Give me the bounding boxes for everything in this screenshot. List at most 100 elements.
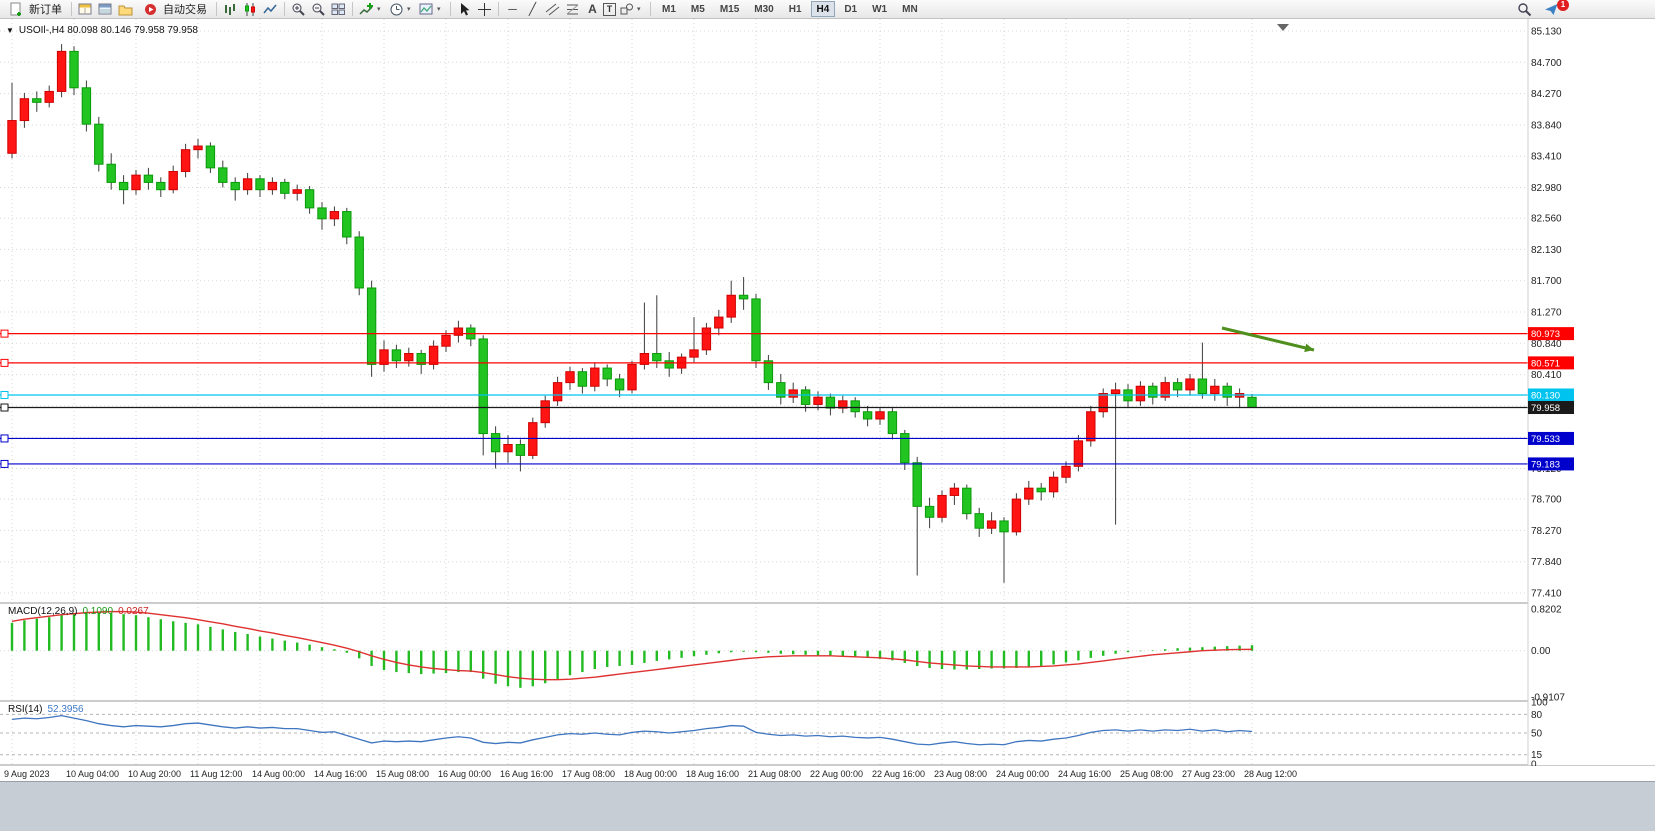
svg-text:100: 100 — [1531, 698, 1548, 709]
tile-windows-icon[interactable] — [329, 1, 348, 18]
toolbar-separator — [650, 2, 651, 16]
toolbar-separator — [498, 2, 499, 16]
timeframes-clock-icon[interactable] — [387, 1, 406, 18]
svg-text:82.130: 82.130 — [1531, 245, 1562, 256]
autotrade-icon — [141, 1, 160, 18]
svg-text:84.700: 84.700 — [1531, 58, 1562, 69]
svg-text:9 Aug 2023: 9 Aug 2023 — [4, 769, 50, 779]
macd-indicator-label: MACD(12,26,9) 0.1090 0.0267 — [8, 606, 149, 617]
svg-text:79.533: 79.533 — [1531, 434, 1560, 445]
indicators-dropdown-caret-icon[interactable]: ▾ — [377, 6, 381, 13]
search-icon[interactable] — [1515, 1, 1534, 18]
community-send-icon[interactable] — [1542, 1, 1561, 18]
cursor-icon[interactable] — [455, 1, 474, 18]
templates-dropdown-caret-icon[interactable]: ▾ — [437, 6, 441, 13]
autotrade-button[interactable]: 自动交易 — [136, 1, 212, 18]
rsi-pane — [11, 714, 1253, 746]
timeframes-dropdown-caret-icon[interactable]: ▾ — [407, 6, 411, 13]
timeframe-mn-button[interactable]: MN — [896, 1, 924, 17]
pane-separators[interactable] — [0, 602, 1655, 766]
arrow-object[interactable] — [1221, 326, 1315, 353]
svg-text:-0.9107: -0.9107 — [1531, 692, 1565, 703]
timeframe-h1-button[interactable]: H1 — [783, 1, 808, 17]
price-lines-layer[interactable] — [0, 329, 1528, 468]
timeframe-h4-button[interactable]: H4 — [810, 1, 836, 17]
svg-text:80.130: 80.130 — [1531, 390, 1560, 401]
symbol-ohlc-text: USOIl-,H4 80.098 80.146 79.958 79.958 — [18, 25, 198, 36]
svg-text:78.700: 78.700 — [1531, 495, 1562, 506]
timeframe-m15-button[interactable]: M15 — [714, 1, 745, 17]
svg-text:11 Aug 12:00: 11 Aug 12:00 — [190, 769, 242, 779]
svg-text:16 Aug 16:00: 16 Aug 16:00 — [500, 769, 553, 779]
new-order-button[interactable]: 新订单 — [2, 1, 67, 18]
svg-text:21 Aug 08:00: 21 Aug 08:00 — [748, 769, 801, 779]
svg-text:85.130: 85.130 — [1531, 27, 1562, 38]
svg-text:78.270: 78.270 — [1531, 526, 1562, 537]
svg-text:82.560: 82.560 — [1531, 214, 1562, 225]
svg-text:25 Aug 08:00: 25 Aug 08:00 — [1120, 769, 1173, 779]
svg-text:0: 0 — [1531, 760, 1537, 771]
svg-text:50: 50 — [1531, 729, 1543, 740]
fibonacci-tool-icon[interactable] — [563, 1, 582, 18]
arrows-tool-icon[interactable] — [617, 1, 636, 18]
rsi-name: RSI(14) — [8, 704, 43, 715]
equidistant-channel-icon[interactable] — [543, 1, 562, 18]
svg-text:80.840: 80.840 — [1531, 339, 1562, 350]
candles-layer — [7, 44, 1257, 583]
data-window-icon[interactable] — [96, 1, 115, 18]
svg-text:0.8202: 0.8202 — [1531, 605, 1562, 616]
chart-window: 85.130 84.700 84.270 83.840 83.410 82.980 82.5… — [0, 19, 1655, 781]
notification-badge[interactable]: 1 — [1557, 0, 1569, 11]
status-area — [0, 781, 1655, 831]
svg-text:10 Aug 20:00: 10 Aug 20:00 — [128, 769, 181, 779]
symbol-info-line: ▼ USOIl-,H4 80.098 80.146 79.958 79.958 — [6, 25, 198, 36]
text-label-tool-icon[interactable]: T — [603, 2, 616, 16]
timeframe-m5-button[interactable]: M5 — [685, 1, 711, 17]
svg-text:82.980: 82.980 — [1531, 183, 1562, 194]
arrows-dropdown-caret-icon[interactable]: ▾ — [637, 6, 641, 13]
svg-text:80.571: 80.571 — [1531, 358, 1560, 369]
svg-text:14 Aug 16:00: 14 Aug 16:00 — [314, 769, 367, 779]
new-order-icon — [7, 1, 26, 18]
macd-signal-value: 0.0267 — [118, 606, 149, 617]
toolbar-right-group: 1 — [1515, 0, 1569, 18]
timeframe-w1-button[interactable]: W1 — [866, 1, 893, 17]
chart-shift-marker[interactable] — [1277, 24, 1289, 31]
toolbar: 新订单 自动交易 ▾ ▾ ▾ ─ ╱ A T ▾ M1 M5 M15 M30 H… — [0, 0, 1655, 19]
svg-text:80.410: 80.410 — [1531, 370, 1562, 381]
trendline-tool-icon[interactable]: ╱ — [528, 2, 537, 16]
navigator-icon[interactable] — [116, 1, 135, 18]
svg-text:24 Aug 16:00: 24 Aug 16:00 — [1058, 769, 1111, 779]
svg-text:24 Aug 00:00: 24 Aug 00:00 — [996, 769, 1049, 779]
svg-text:77.840: 77.840 — [1531, 557, 1562, 568]
svg-text:83.410: 83.410 — [1531, 152, 1562, 163]
svg-text:79.183: 79.183 — [1531, 459, 1560, 470]
svg-text:10 Aug 04:00: 10 Aug 04:00 — [66, 769, 119, 779]
svg-text:14 Aug 00:00: 14 Aug 00:00 — [252, 769, 305, 779]
price-axis[interactable]: 85.130 84.700 84.270 83.840 83.410 82.980 82.5… — [1527, 19, 1655, 771]
svg-text:77.410: 77.410 — [1531, 589, 1562, 600]
time-axis[interactable]: 9 Aug 2023 10 Aug 04:00 10 Aug 20:00 11 Aug… — [0, 766, 1655, 781]
crosshair-icon[interactable] — [475, 1, 494, 18]
indicators-icon[interactable] — [357, 1, 376, 18]
svg-text:27 Aug 23:00: 27 Aug 23:00 — [1182, 769, 1235, 779]
bar-chart-icon[interactable] — [221, 1, 240, 18]
svg-text:18 Aug 16:00: 18 Aug 16:00 — [686, 769, 739, 779]
templates-icon[interactable] — [417, 1, 436, 18]
svg-text:0.00: 0.00 — [1531, 646, 1551, 657]
svg-text:16 Aug 00:00: 16 Aug 00:00 — [438, 769, 491, 779]
timeframe-m30-button[interactable]: M30 — [748, 1, 779, 17]
market-watch-icon[interactable] — [76, 1, 95, 18]
candlestick-chart-icon[interactable] — [241, 1, 260, 18]
horizontal-line-tool-icon[interactable]: ─ — [508, 2, 517, 16]
chart-canvas[interactable]: 85.130 84.700 84.270 83.840 83.410 82.980 82.5… — [0, 19, 1655, 781]
timeframe-m1-button[interactable]: M1 — [656, 1, 682, 17]
toolbar-separator — [284, 2, 285, 16]
zoom-in-icon[interactable] — [289, 1, 308, 18]
line-chart-icon[interactable] — [261, 1, 280, 18]
macd-main-value: 0.1090 — [82, 606, 114, 617]
one-click-trading-toggle-icon[interactable]: ▼ — [6, 26, 14, 35]
text-tool-icon[interactable]: A — [588, 2, 597, 16]
timeframe-d1-button[interactable]: D1 — [838, 1, 863, 17]
zoom-out-icon[interactable] — [309, 1, 328, 18]
